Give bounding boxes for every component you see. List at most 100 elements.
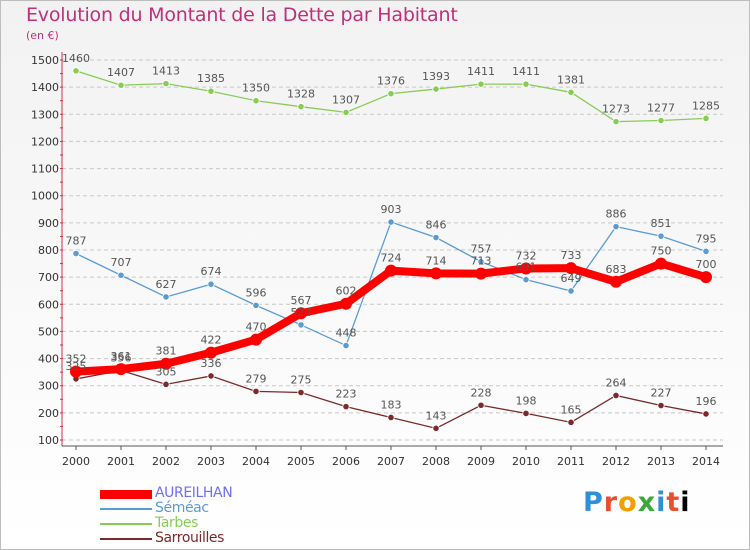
data-label-tarbes: 1460 (62, 52, 90, 65)
x-tick-label: 2005 (287, 455, 315, 468)
data-label-tarbes: 1350 (242, 82, 270, 95)
data-point-aureilhan (700, 271, 712, 284)
x-tick-label: 2013 (647, 455, 675, 468)
data-label-semeac: 851 (651, 217, 672, 230)
legend-swatch-tarbes (100, 523, 152, 525)
data-point-tarbes (72, 67, 80, 75)
y-tick-label: 300 (38, 380, 59, 393)
y-tick-label: 400 (38, 353, 59, 366)
data-point-aureilhan (70, 365, 82, 378)
data-point-semeac (207, 280, 215, 288)
data-point-sarrouilles (657, 401, 665, 410)
x-tick-label: 2003 (197, 455, 225, 468)
data-label-semeac: 707 (111, 256, 132, 269)
data-point-semeac (297, 321, 305, 329)
data-label-tarbes: 1413 (152, 65, 180, 78)
data-label-semeac: 596 (246, 286, 267, 299)
data-point-aureilhan (115, 363, 127, 376)
data-label-semeac: 886 (606, 208, 627, 221)
data-point-semeac (72, 249, 80, 258)
data-point-aureilhan (295, 307, 307, 320)
data-label-semeac: 691 (516, 261, 537, 274)
data-label-semeac: 846 (426, 219, 447, 232)
data-point-sarrouilles (387, 413, 395, 422)
y-tick-label: 1200 (31, 135, 59, 148)
data-point-semeac (522, 275, 530, 284)
legend-swatch-aureilhan (100, 490, 152, 499)
data-label-tarbes: 1385 (197, 72, 225, 85)
data-label-aureilhan: 602 (336, 285, 357, 298)
data-point-aureilhan (430, 267, 442, 280)
data-label-aureilhan: 750 (651, 245, 672, 258)
data-point-aureilhan (385, 264, 397, 277)
data-point-sarrouilles (612, 391, 620, 400)
data-label-sarrouilles: 165 (561, 403, 582, 416)
data-label-aureilhan: 724 (381, 252, 402, 265)
data-label-aureilhan: 470 (246, 321, 267, 334)
data-point-aureilhan (610, 275, 622, 288)
x-tick-label: 2010 (512, 455, 540, 468)
legend-label-sarrouilles: Sarrouilles (155, 530, 225, 546)
data-label-sarrouilles: 228 (471, 386, 492, 399)
data-point-aureilhan (565, 262, 577, 275)
data-label-aureilhan: 352 (66, 353, 87, 366)
data-label-aureilhan: 700 (696, 258, 717, 271)
data-label-semeac: 524 (291, 306, 312, 319)
chart-subtitle: (en €) (26, 29, 59, 42)
data-point-sarrouilles (522, 409, 530, 417)
data-point-aureilhan (520, 262, 532, 275)
data-point-tarbes (567, 88, 575, 96)
data-point-semeac (432, 233, 440, 242)
data-label-sarrouilles: 275 (291, 374, 312, 387)
chart-title: Evolution du Montant de la Dette par Hab… (26, 4, 458, 26)
data-point-tarbes (252, 97, 260, 105)
data-point-aureilhan (655, 257, 667, 270)
data-label-semeac: 795 (696, 232, 717, 245)
data-point-tarbes (387, 90, 395, 98)
data-label-tarbes: 1407 (107, 66, 135, 79)
data-label-tarbes: 1285 (692, 99, 720, 112)
y-tick-label: 700 (38, 271, 59, 284)
data-point-semeac (477, 258, 485, 266)
data-point-sarrouilles (162, 380, 170, 388)
data-point-sarrouilles (297, 388, 305, 397)
data-label-sarrouilles: 279 (246, 372, 267, 385)
data-point-semeac (162, 293, 170, 301)
x-tick-label: 2002 (152, 455, 180, 468)
data-point-sarrouilles (432, 424, 440, 432)
data-point-aureilhan (250, 333, 262, 346)
data-label-tarbes: 1273 (602, 103, 630, 116)
data-point-semeac (252, 301, 260, 309)
data-point-tarbes (612, 118, 620, 126)
data-point-aureilhan (205, 346, 217, 359)
line-chart: 100 200 300 400 500 600 700 800 900 1000 1100 1200 1… (31, 52, 723, 468)
data-label-semeac: 787 (66, 235, 87, 248)
data-point-tarbes (657, 116, 665, 125)
x-tick-label: 2007 (377, 455, 405, 468)
data-label-tarbes: 1411 (467, 65, 495, 78)
data-label-sarrouilles: 356 (111, 352, 132, 365)
data-label-tarbes: 1277 (647, 102, 675, 115)
data-point-semeac (117, 271, 125, 279)
data-label-aureilhan: 381 (156, 345, 177, 358)
data-label-sarrouilles: 264 (606, 376, 627, 389)
data-label-tarbes: 1393 (422, 70, 450, 83)
y-tick-label: 1400 (31, 81, 59, 94)
legend-swatch-semeac (100, 508, 152, 510)
data-point-semeac (567, 287, 575, 295)
data-label-tarbes: 1376 (377, 75, 405, 88)
data-label-sarrouilles: 325 (66, 360, 87, 373)
y-tick-label: 600 (38, 298, 59, 311)
data-point-semeac (702, 247, 710, 255)
data-label-aureilhan: 567 (291, 294, 312, 307)
legend-item-semeac: Séméac (100, 500, 340, 516)
data-label-sarrouilles: 227 (651, 387, 672, 400)
legend-item-sarrouilles: Sarrouilles (100, 530, 340, 546)
x-tick-label: 2014 (692, 455, 720, 468)
data-point-tarbes (207, 87, 215, 95)
data-label-aureilhan: 422 (201, 334, 222, 347)
y-tick-label: 100 (38, 434, 59, 447)
y-tick-label: 500 (38, 325, 59, 338)
data-label-tarbes: 1307 (332, 93, 360, 106)
data-label-sarrouilles: 143 (426, 409, 447, 422)
